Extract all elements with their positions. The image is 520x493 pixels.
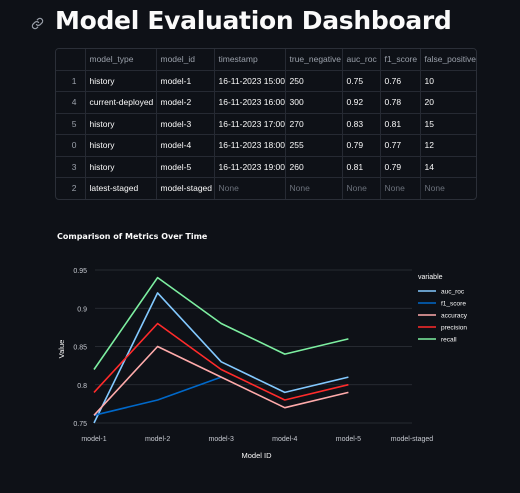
table-row[interactable]: 1 history model-1 16-11-2023 15:00 250 0.75 0.…	[56, 70, 476, 92]
row-index-cell[interactable]: 4	[56, 91, 86, 114]
table-cell[interactable]: 300	[285, 91, 343, 114]
table-cell[interactable]: None	[214, 177, 286, 199]
table-cell[interactable]: latest-staged	[85, 177, 157, 199]
table-cell[interactable]: None	[380, 177, 421, 199]
x-tick-label: model-4	[272, 436, 297, 443]
table-cell[interactable]: 0.75	[342, 70, 381, 92]
column-header[interactable]: auc_roc	[342, 49, 381, 71]
table-row[interactable]: 4 current-deployed model-2 16-11-2023 16:00…	[56, 91, 476, 114]
table-cell[interactable]: 16-11-2023 16:00	[214, 91, 286, 114]
row-index-cell[interactable]: 5	[56, 113, 86, 135]
data-table[interactable]: model_type model_id timestamp true_negative…	[55, 48, 477, 200]
x-tick-label: model-staged	[391, 436, 434, 443]
y-tick-label: 0.75	[73, 421, 87, 428]
x-tick-label: model-5	[336, 436, 361, 443]
x-tick-label: model-2	[145, 436, 170, 443]
table-cell[interactable]: history	[85, 70, 157, 92]
column-header[interactable]: timestamp	[214, 49, 286, 71]
y-tick-label: 0.9	[77, 306, 87, 313]
table-cell[interactable]: None	[285, 177, 343, 199]
x-axis-title: Model ID	[241, 451, 272, 460]
table-row[interactable]: 3 history model-5 16-11-2023 19:00 260 0.81 0.…	[56, 156, 476, 178]
chart-title: Comparison of Metrics Over Time	[57, 232, 208, 241]
table-cell[interactable]: None	[424, 183, 445, 194]
table-cell[interactable]: history	[85, 113, 157, 135]
y-tick-label: 0.95	[73, 268, 87, 275]
column-header[interactable]: false_positive	[420, 49, 476, 71]
table-cell[interactable]: 14	[420, 156, 476, 178]
table-cell[interactable]: model-5	[156, 156, 215, 178]
table-cell[interactable]: 0.81	[342, 156, 381, 178]
table-cell[interactable]: model-4	[156, 134, 215, 157]
link-icon	[31, 17, 43, 29]
table-cell[interactable]: 0.83	[342, 113, 381, 135]
table-cell[interactable]: 0.81	[380, 113, 421, 135]
table-cell[interactable]: 0.77	[380, 134, 421, 157]
series-line-auc_roc	[93, 292, 349, 424]
legend-label-accuracy: accuracy	[441, 313, 468, 320]
column-header[interactable]: f1_score	[380, 49, 421, 71]
legend-label-recall: recall	[441, 337, 457, 344]
page-title: Model Evaluation Dashboard	[55, 6, 452, 35]
x-tick-label: model-3	[209, 436, 234, 443]
table-row[interactable]: 2 latest-staged model-staged None None None No…	[56, 177, 476, 199]
y-tick-label: 0.85	[73, 345, 87, 352]
table-body: 1 history model-1 16-11-2023 15:00 250 0.75 0.…	[56, 70, 476, 199]
table-row[interactable]: 0 history model-4 16-11-2023 18:00 255 0.79 0.…	[56, 134, 476, 157]
table-cell[interactable]: 10	[420, 70, 476, 92]
table-cell[interactable]: 16-11-2023 15:00	[214, 70, 286, 92]
table-cell[interactable]: 250	[285, 70, 343, 92]
row-index-cell[interactable]: 0	[56, 134, 86, 157]
legend-label-auc_roc: auc_roc	[441, 289, 465, 296]
table-cell[interactable]: 260	[285, 156, 343, 178]
row-index-cell[interactable]: 1	[56, 70, 86, 92]
table-header-row: model_type model_id timestamp true_negative…	[56, 49, 476, 71]
column-header[interactable]: true_negative	[285, 49, 343, 71]
table-cell[interactable]: history	[85, 134, 157, 157]
table-cell[interactable]: 20	[420, 91, 476, 114]
table-cell[interactable]: 270	[285, 113, 343, 135]
series-line-precision	[93, 322, 349, 401]
table-cell[interactable]: 12	[420, 134, 476, 157]
table-cell[interactable]: None	[342, 177, 381, 199]
table-cell[interactable]: model-3	[156, 113, 215, 135]
column-header[interactable]: model_id	[156, 49, 215, 71]
table-cell[interactable]: 15	[420, 113, 476, 135]
row-index-cell[interactable]: 3	[56, 156, 86, 178]
x-tick-label: model-1	[81, 436, 106, 443]
legend-label-f1_score: f1_score	[441, 301, 466, 308]
column-header[interactable]	[56, 49, 86, 71]
table-row[interactable]: 5 history model-3 16-11-2023 17:00 270 0.83 0.…	[56, 113, 476, 135]
column-header[interactable]: model_type	[85, 49, 157, 71]
legend-label-precision: precision	[441, 325, 467, 332]
table-cell[interactable]: 255	[285, 134, 343, 157]
table-cell[interactable]: model-staged	[156, 177, 215, 199]
series-line-recall	[93, 276, 349, 370]
table-cell[interactable]: 0.92	[342, 91, 381, 114]
table-cell[interactable]: 0.76	[380, 70, 421, 92]
table-cell[interactable]: history	[85, 156, 157, 178]
y-tick-label: 0.8	[77, 383, 87, 390]
series-line-f1_score	[93, 376, 222, 417]
table-cell[interactable]: 16-11-2023 17:00	[214, 113, 286, 135]
table-cell[interactable]: 0.79	[380, 156, 421, 178]
legend-title: variable	[418, 274, 443, 281]
table-cell[interactable]: current-deployed	[85, 91, 157, 114]
table-cell[interactable]: 0.78	[380, 91, 421, 114]
anchor-link-button[interactable]	[26, 12, 48, 34]
table-cell[interactable]: 16-11-2023 18:00	[214, 134, 286, 157]
table-cell[interactable]: model-1	[156, 70, 215, 92]
table-cell[interactable]: model-2	[156, 91, 215, 114]
series-line-accuracy	[93, 345, 349, 416]
y-axis-title: Value	[57, 340, 66, 359]
row-index-cell[interactable]: 2	[56, 177, 86, 199]
table-cell[interactable]: 0.79	[342, 134, 381, 157]
table-cell[interactable]: 16-11-2023 19:00	[214, 156, 286, 178]
